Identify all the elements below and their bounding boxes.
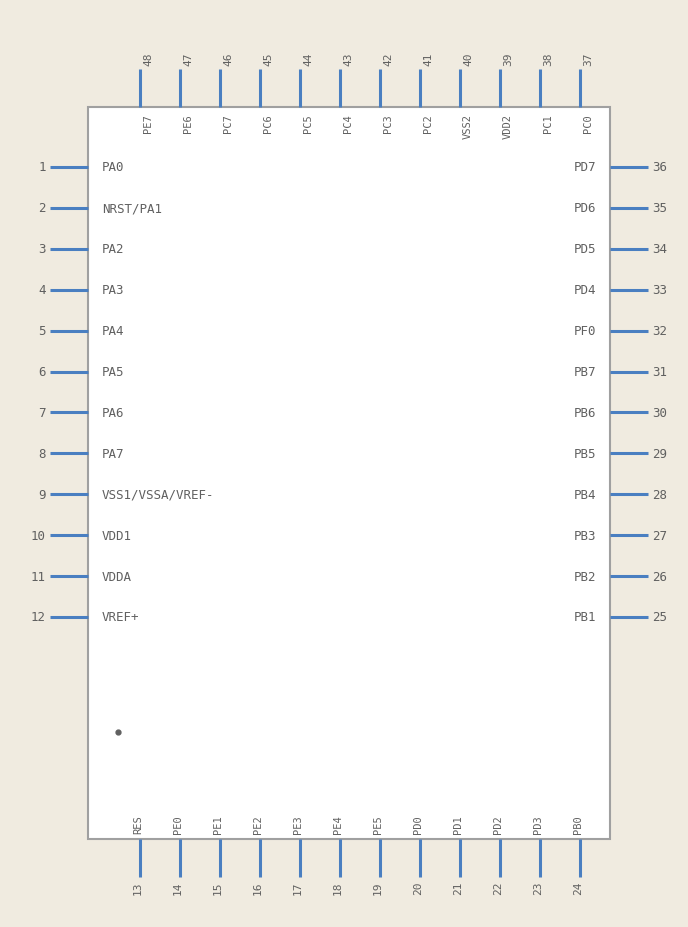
Bar (88, 108, 610, 839)
Text: 14: 14 (173, 881, 183, 895)
Text: 31: 31 (652, 365, 667, 378)
Text: RES: RES (133, 815, 143, 833)
Text: PA5: PA5 (102, 365, 125, 378)
Text: PB3: PB3 (574, 529, 596, 542)
Text: 32: 32 (652, 324, 667, 337)
Text: 13: 13 (133, 881, 143, 895)
Text: PD5: PD5 (574, 243, 596, 256)
Text: PA2: PA2 (102, 243, 125, 256)
Text: PD7: PD7 (574, 161, 596, 174)
Text: 12: 12 (31, 611, 46, 624)
Text: PC6: PC6 (263, 114, 273, 133)
Text: VSS2: VSS2 (463, 114, 473, 139)
Text: 42: 42 (383, 53, 393, 66)
Text: 2: 2 (39, 202, 46, 215)
Text: 11: 11 (31, 570, 46, 583)
Text: PC0: PC0 (583, 114, 593, 133)
Text: 18: 18 (333, 881, 343, 895)
Text: PA3: PA3 (102, 284, 125, 297)
Text: PE2: PE2 (253, 815, 263, 833)
Text: VREF+: VREF+ (102, 611, 140, 624)
Text: 5: 5 (39, 324, 46, 337)
Text: 43: 43 (343, 53, 353, 66)
Text: 16: 16 (253, 881, 263, 895)
Text: 30: 30 (652, 407, 667, 420)
Text: PE6: PE6 (183, 114, 193, 133)
Text: PD2: PD2 (493, 815, 503, 833)
Text: PB5: PB5 (574, 448, 596, 461)
Text: 36: 36 (652, 161, 667, 174)
Text: PE1: PE1 (213, 815, 223, 833)
Text: 48: 48 (143, 53, 153, 66)
Text: PC3: PC3 (383, 114, 393, 133)
Text: 15: 15 (213, 881, 223, 895)
Text: PD4: PD4 (574, 284, 596, 297)
Text: PE3: PE3 (293, 815, 303, 833)
Text: PC7: PC7 (223, 114, 233, 133)
Text: 37: 37 (583, 53, 593, 66)
Text: PB2: PB2 (574, 570, 596, 583)
Text: 10: 10 (31, 529, 46, 542)
Text: PE0: PE0 (173, 815, 183, 833)
Text: PC1: PC1 (543, 114, 553, 133)
Text: 39: 39 (503, 53, 513, 66)
Text: 26: 26 (652, 570, 667, 583)
Text: 40: 40 (463, 53, 473, 66)
Text: 3: 3 (39, 243, 46, 256)
Text: PE4: PE4 (333, 815, 343, 833)
Text: 38: 38 (543, 53, 553, 66)
Text: 8: 8 (39, 448, 46, 461)
Text: PD1: PD1 (453, 815, 463, 833)
Text: PB4: PB4 (574, 489, 596, 502)
Text: PB6: PB6 (574, 407, 596, 420)
Text: PD3: PD3 (533, 815, 543, 833)
Text: PD0: PD0 (413, 815, 423, 833)
Text: PA0: PA0 (102, 161, 125, 174)
Text: 25: 25 (652, 611, 667, 624)
Text: 29: 29 (652, 448, 667, 461)
Text: 21: 21 (453, 881, 463, 895)
Text: PB0: PB0 (573, 815, 583, 833)
Text: 20: 20 (413, 881, 423, 895)
Text: 47: 47 (183, 53, 193, 66)
Text: PD6: PD6 (574, 202, 596, 215)
Text: 28: 28 (652, 489, 667, 502)
Text: 33: 33 (652, 284, 667, 297)
Text: NRST/PA1: NRST/PA1 (102, 202, 162, 215)
Text: 17: 17 (293, 881, 303, 895)
Text: PE5: PE5 (373, 815, 383, 833)
Text: PB1: PB1 (574, 611, 596, 624)
Text: PF0: PF0 (574, 324, 596, 337)
Text: PA7: PA7 (102, 448, 125, 461)
Text: 22: 22 (493, 881, 503, 895)
Text: PB7: PB7 (574, 365, 596, 378)
Text: PC5: PC5 (303, 114, 313, 133)
Text: 4: 4 (39, 284, 46, 297)
Text: PC2: PC2 (423, 114, 433, 133)
Text: 27: 27 (652, 529, 667, 542)
Text: 24: 24 (573, 881, 583, 895)
Text: 6: 6 (39, 365, 46, 378)
Text: 44: 44 (303, 53, 313, 66)
Text: 1: 1 (39, 161, 46, 174)
Text: VDDA: VDDA (102, 570, 132, 583)
Text: PE7: PE7 (143, 114, 153, 133)
Text: 45: 45 (263, 53, 273, 66)
Text: PA4: PA4 (102, 324, 125, 337)
Text: VSS1/VSSA/VREF-: VSS1/VSSA/VREF- (102, 489, 215, 502)
Text: VDD1: VDD1 (102, 529, 132, 542)
Text: PA6: PA6 (102, 407, 125, 420)
Text: 46: 46 (223, 53, 233, 66)
Text: 9: 9 (39, 489, 46, 502)
Text: PC4: PC4 (343, 114, 353, 133)
Text: 35: 35 (652, 202, 667, 215)
Text: VDD2: VDD2 (503, 114, 513, 139)
Text: 19: 19 (373, 881, 383, 895)
Text: 41: 41 (423, 53, 433, 66)
Text: 23: 23 (533, 881, 543, 895)
Text: 7: 7 (39, 407, 46, 420)
Text: 34: 34 (652, 243, 667, 256)
